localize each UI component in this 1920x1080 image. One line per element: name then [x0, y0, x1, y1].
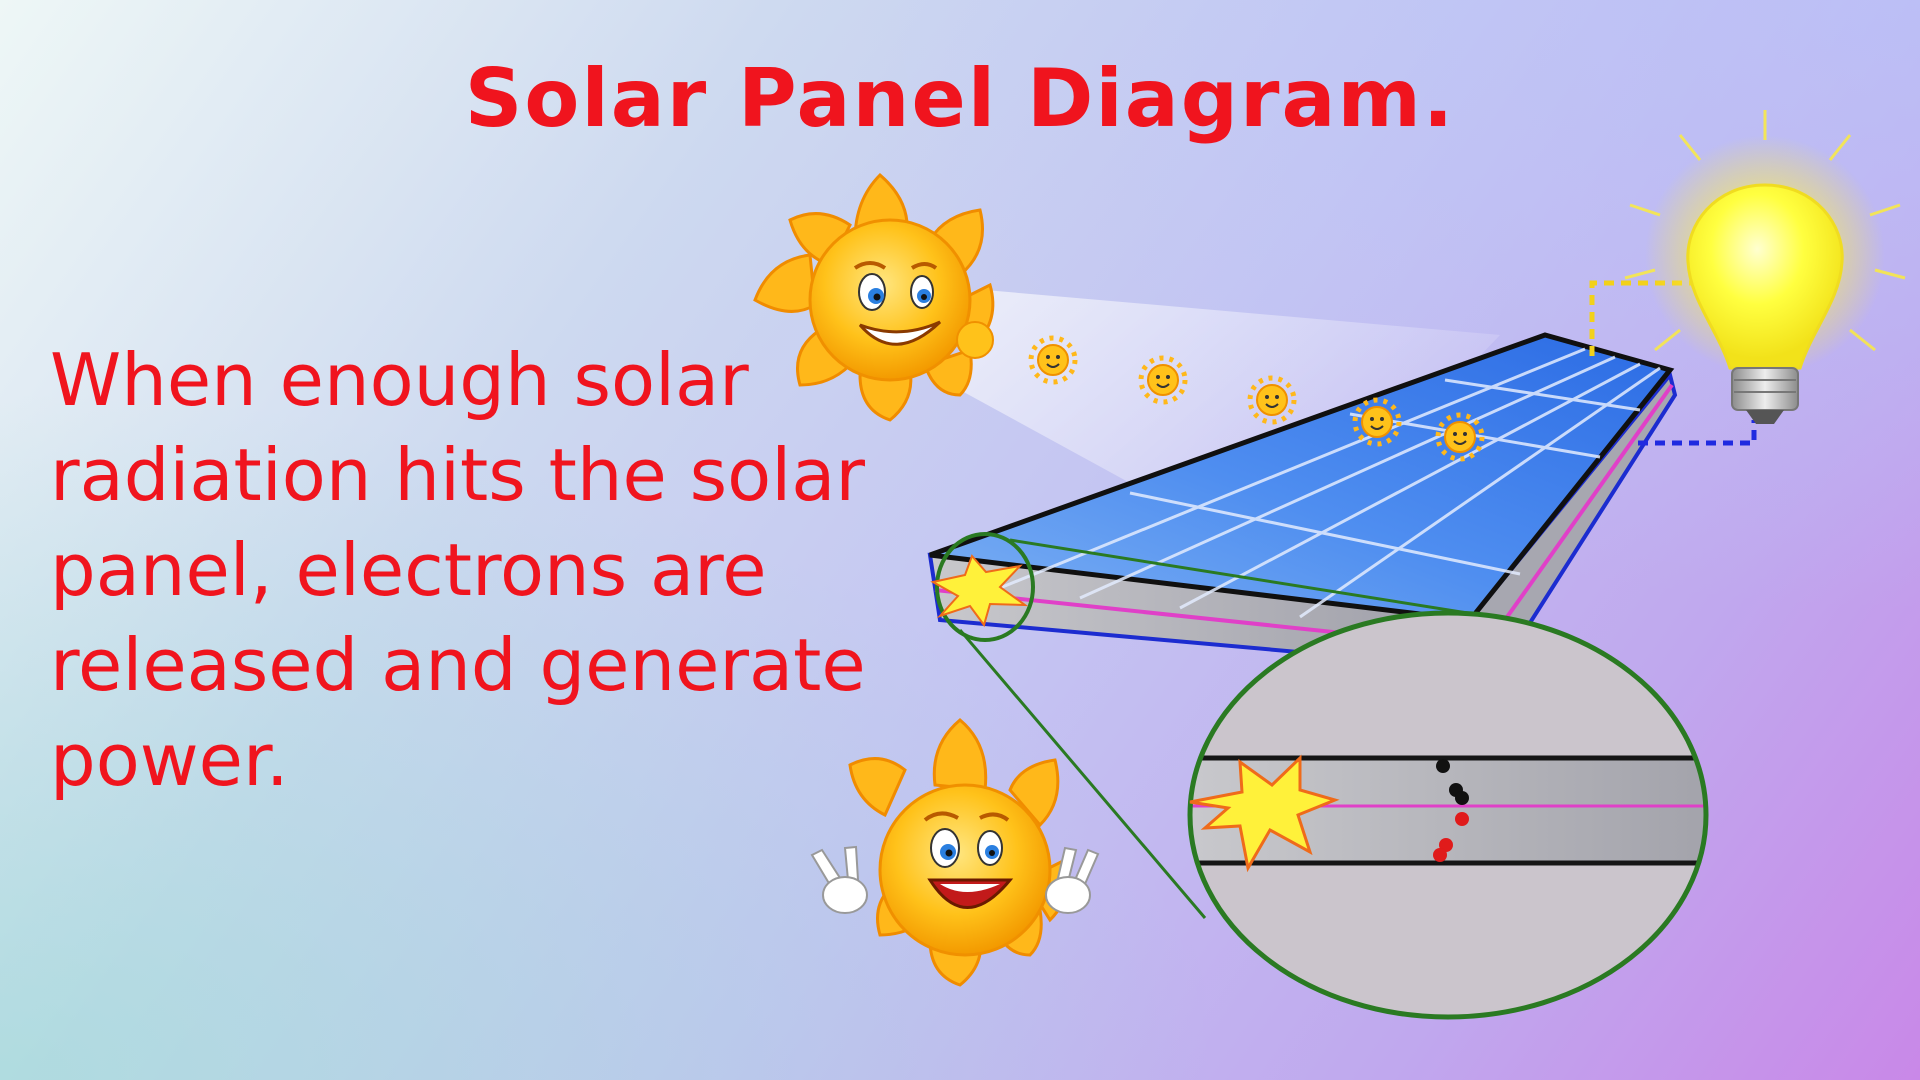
zoom-line-top	[1009, 538, 1481, 617]
magnifier-ring	[1187, 610, 1709, 1020]
description-text: When enough solar radiation hits the sol…	[50, 338, 866, 802]
sun-ray-icon	[1028, 335, 1485, 462]
light-beam	[960, 290, 1500, 565]
peace-hand-left	[810, 845, 868, 914]
wire-negative	[1638, 420, 1757, 446]
panel-starburst-icon	[930, 554, 1029, 628]
page-title: Solar Panel Diagram.	[464, 52, 1456, 145]
magnified-cross-section	[1187, 610, 1709, 1020]
hole-icon	[1433, 812, 1469, 862]
zoom-spot	[935, 532, 1035, 642]
peace-sign-sun-icon	[810, 718, 1100, 987]
zoom-line-bottom	[958, 629, 1207, 919]
starburst-icon	[1189, 754, 1340, 873]
light-bulb-icon	[1624, 110, 1906, 424]
electron-icon	[1436, 759, 1469, 805]
pink-layer-right	[1483, 383, 1674, 650]
smiling-sun-icon	[753, 172, 995, 422]
panel-surface	[929, 332, 1675, 623]
peace-hand-right	[1045, 846, 1100, 914]
